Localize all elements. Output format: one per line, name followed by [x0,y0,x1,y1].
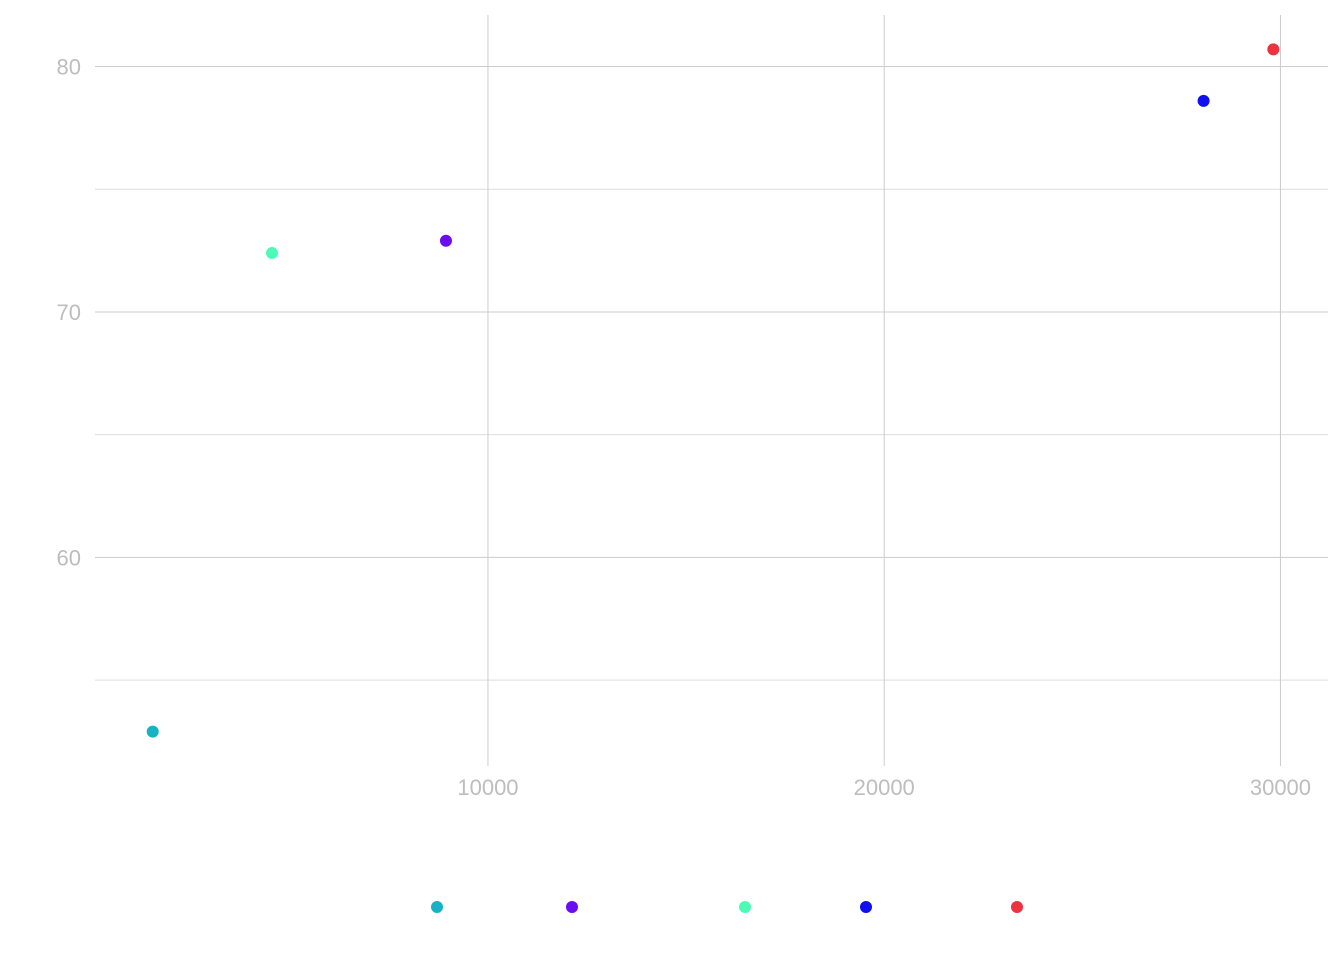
legend-marker [1011,901,1023,913]
x-axis-tick-labels: 10000 20000 30000 [457,775,1311,800]
legend-marker [739,901,751,913]
data-point [1267,43,1280,56]
y-tick-label: 70 [57,300,81,325]
data-point [146,725,159,738]
legend-marker [431,901,443,913]
data-points [146,43,1280,738]
data-point [1197,94,1210,107]
x-tick-label: 20000 [854,775,915,800]
y-tick-label: 60 [57,545,81,570]
grid-lines [95,15,1328,766]
legend [431,901,1023,913]
x-tick-label: 30000 [1250,775,1311,800]
x-tick-label: 10000 [457,775,518,800]
legend-marker [860,901,872,913]
data-point [439,234,452,247]
legend-marker [566,901,578,913]
y-axis-tick-labels: 60 70 80 [57,55,81,571]
y-tick-label: 80 [57,55,81,80]
data-point [266,247,279,260]
